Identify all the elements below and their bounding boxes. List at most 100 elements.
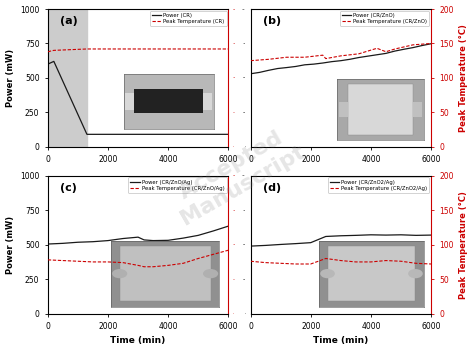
Power (CR/ZnO2/Ag) [368,233,374,237]
Peak Temperature (CR/ZnO/Ag) [135,263,141,267]
Peak Temperature (CR) [51,48,57,52]
Power (CR/ZnO) [302,63,308,67]
Power (CR/ZnO2/Ag) [338,234,344,238]
Power (CR/ZnO) [338,59,344,63]
Power (CR/ZnO/Ag) [105,238,111,243]
Power (CR/ZnO/Ag) [90,240,96,244]
Power (CR/ZnO) [410,46,416,50]
Power (CR/ZnO/Ag) [60,241,66,245]
Power (CR/ZnO/Ag) [45,242,51,246]
Power (CR/ZnO2/Ag) [248,244,254,248]
Text: (b): (b) [263,16,282,26]
Peak Temperature (CR/ZnO) [392,47,398,51]
Power (CR/ZnO/Ag) [135,235,141,239]
Peak Temperature (CR/ZnO/Ag) [75,259,81,263]
Peak Temperature (CR/ZnO2/Ag) [278,261,283,265]
Peak Temperature (CR/ZnO2/Ag) [353,260,359,264]
Power (CR) [45,62,51,66]
Peak Temperature (CR) [84,47,90,51]
Power (CR) [226,132,231,137]
Power (CR/ZnO) [392,49,398,53]
Line: Power (CR/ZnO2/Ag): Power (CR/ZnO2/Ag) [251,235,431,246]
Peak Temperature (CR/ZnO/Ag) [195,256,201,260]
Power (CR/ZnO) [374,53,380,57]
Power (CR/ZnO) [329,60,335,64]
Peak Temperature (CR/ZnO) [323,57,328,61]
Power (CR/ZnO) [383,51,389,55]
Peak Temperature (CR/ZnO) [356,52,362,56]
Peak Temperature (CR/ZnO2/Ag) [413,261,419,265]
Peak Temperature (CR/ZnO) [284,55,290,59]
Power (CR/ZnO/Ag) [120,237,126,241]
Legend: Power (CR/ZnO2/Ag), Peak Temperature (CR/ZnO2/Ag): Power (CR/ZnO2/Ag), Peak Temperature (CR… [328,178,429,193]
Power (CR/ZnO2/Ag) [323,234,328,239]
Peak Temperature (CR/ZnO/Ag) [180,261,186,265]
Legend: Power (CR), Peak Temperature (CR): Power (CR), Peak Temperature (CR) [150,11,227,26]
Power (CR/ZnO/Ag) [141,238,147,242]
Peak Temperature (CR/ZnO/Ag) [165,263,171,267]
Power (CR/ZnO2/Ag) [263,243,268,247]
Power (CR/ZnO) [311,62,317,66]
Peak Temperature (CR/ZnO) [374,46,380,51]
Power (CR/ZnO/Ag) [75,240,81,244]
Power (CR/ZnO) [320,61,326,65]
Peak Temperature (CR/ZnO) [383,49,389,54]
Peak Temperature (CR) [226,47,231,51]
Legend: Power (CR/ZnO), Peak Temperature (CR/ZnO): Power (CR/ZnO), Peak Temperature (CR/ZnO… [340,11,429,26]
Power (CR/ZnO/Ag) [165,238,171,243]
Line: Peak Temperature (CR): Peak Temperature (CR) [48,49,228,52]
Peak Temperature (CR/ZnO) [320,53,326,57]
Power (CR/ZnO/Ag) [210,229,216,233]
Text: (a): (a) [61,16,78,26]
Power (CR/ZnO) [257,70,263,74]
Y-axis label: Power (mW): Power (mW) [6,49,15,107]
Peak Temperature (CR/ZnO2/Ag) [263,260,268,265]
Peak Temperature (CR/ZnO2/Ag) [338,258,344,263]
Power (CR/ZnO2/Ag) [293,241,299,246]
Power (CR/ZnO/Ag) [195,233,201,238]
Peak Temperature (CR/ZnO2/Ag) [398,259,404,263]
Line: Power (CR): Power (CR) [48,61,228,134]
Power (CR/ZnO) [347,57,353,61]
Peak Temperature (CR/ZnO/Ag) [150,265,156,269]
Peak Temperature (CR/ZnO) [338,54,344,58]
Peak Temperature (CR/ZnO2/Ag) [308,262,314,266]
Power (CR/ZnO2/Ag) [353,233,359,238]
Peak Temperature (CR/ZnO2/Ag) [248,259,254,263]
Power (CR/ZnO) [365,54,371,58]
Power (CR/ZnO) [401,47,407,51]
Power (CR/ZnO2/Ag) [413,233,419,238]
Text: (d): (d) [263,183,282,193]
Peak Temperature (CR/ZnO/Ag) [120,260,126,265]
Y-axis label: Power (mW): Power (mW) [6,216,15,274]
Peak Temperature (CR/ZnO) [428,41,434,46]
Peak Temperature (CR/ZnO2/Ag) [368,260,374,264]
Power (CR/ZnO2/Ag) [278,242,283,246]
Power (CR/ZnO/Ag) [180,236,186,240]
Peak Temperature (CR/ZnO) [248,59,254,63]
Peak Temperature (CR/ZnO) [266,57,272,61]
Peak Temperature (CR/ZnO/Ag) [141,265,147,269]
Text: (c): (c) [61,183,77,193]
Peak Temperature (CR/ZnO2/Ag) [323,256,328,260]
Power (CR/ZnO2/Ag) [398,233,404,237]
Peak Temperature (CR/ZnO2/Ag) [428,262,434,266]
Power (CR/ZnO) [428,42,434,46]
Text: Accepted
Manuscript: Accepted Manuscript [165,122,309,229]
Bar [48,9,87,147]
Power (CR/ZnO) [293,64,299,68]
Line: Peak Temperature (CR/ZnO/Ag): Peak Temperature (CR/ZnO/Ag) [48,250,228,267]
Power (CR/ZnO) [284,65,290,69]
Peak Temperature (CR/ZnO/Ag) [105,260,111,264]
Y-axis label: Peak Temperature (°C): Peak Temperature (°C) [459,24,468,132]
Power (CR/ZnO/Ag) [226,224,231,228]
X-axis label: Time (min): Time (min) [313,337,368,345]
Power (CR/ZnO) [275,66,281,71]
Line: Peak Temperature (CR/ZnO2/Ag): Peak Temperature (CR/ZnO2/Ag) [251,258,431,264]
Peak Temperature (CR/ZnO/Ag) [45,258,51,262]
Peak Temperature (CR/ZnO2/Ag) [293,262,299,266]
Power (CR) [51,59,57,64]
Power (CR/ZnO) [266,68,272,72]
Power (CR/ZnO2/Ag) [383,233,389,237]
Power (CR/ZnO) [419,44,425,48]
